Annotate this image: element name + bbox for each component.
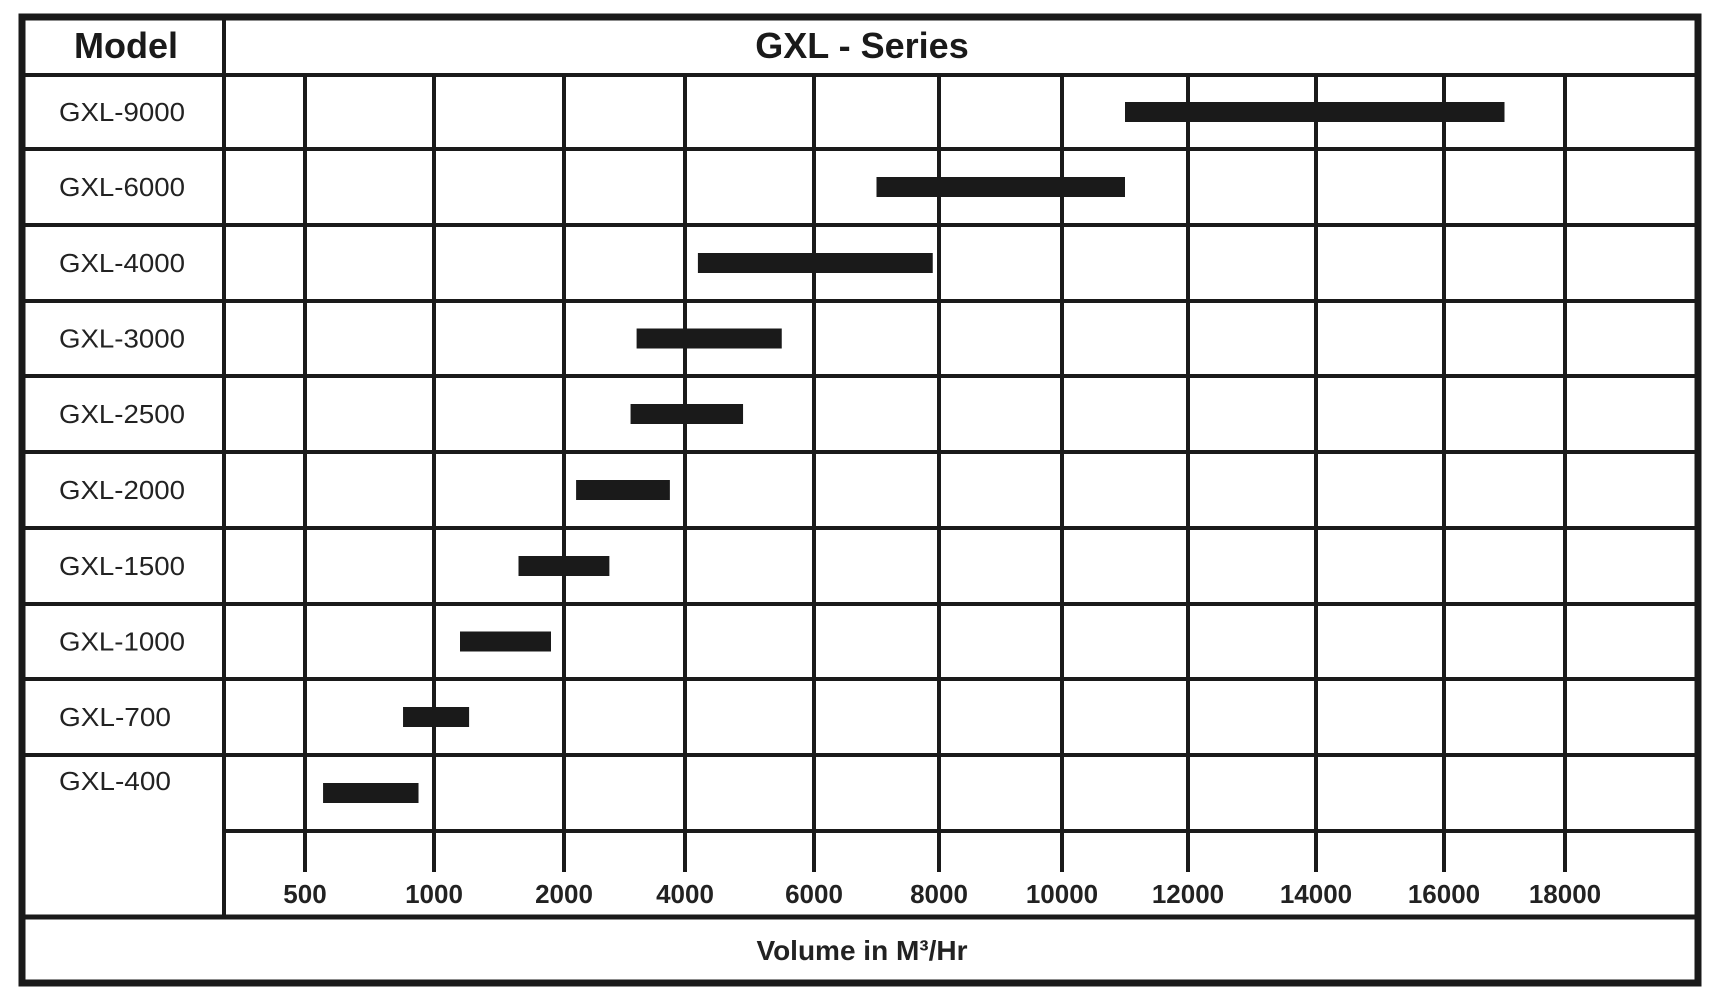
model-label: GXL-1500 [59, 551, 185, 581]
x-tick-label: 500 [283, 879, 326, 909]
model-column-header: Model [74, 25, 178, 66]
model-label: GXL-4000 [59, 248, 185, 278]
x-tick-label: 8000 [910, 879, 968, 909]
model-label: GXL-2000 [59, 475, 185, 505]
x-tick-label: 4000 [656, 879, 714, 909]
grid [22, 73, 1698, 872]
range-bar-gxl-2500 [630, 404, 744, 424]
table-frame [18, 13, 1702, 987]
model-label: GXL-1000 [59, 627, 185, 657]
range-bar-gxl-3000 [636, 328, 782, 349]
range-bar-gxl-9000 [1125, 102, 1505, 122]
x-tick-label: 2000 [535, 879, 593, 909]
x-tick-label: 14000 [1280, 879, 1352, 909]
model-label: GXL-2500 [59, 399, 185, 429]
range-bar-gxl-700 [403, 707, 470, 727]
x-tick-label: 12000 [1152, 879, 1224, 909]
model-labels: GXL-9000 GXL-6000 GXL-4000 GXL-3000 GXL-2500… [59, 97, 185, 796]
x-tick-labels: 500 1000 2000 4000 6000 8000 10000 12000 14000 16… [283, 879, 1601, 909]
model-label: GXL-6000 [59, 172, 185, 202]
range-bar-gxl-400 [323, 783, 419, 803]
model-label: GXL-700 [59, 702, 171, 732]
bars [323, 102, 1505, 803]
x-tick-label: 18000 [1529, 879, 1601, 909]
range-bar-gxl-6000 [876, 177, 1125, 197]
model-label: GXL-9000 [59, 97, 185, 127]
range-bar-gxl-4000 [697, 253, 933, 273]
range-bar-gxl-1500 [518, 556, 610, 576]
model-label: GXL-400 [59, 766, 171, 796]
range-bar-gxl-2000 [576, 480, 670, 500]
x-tick-label: 16000 [1408, 879, 1480, 909]
x-tick-label: 1000 [405, 879, 463, 909]
chart-title: GXL - Series [755, 25, 968, 66]
x-tick-label: 6000 [785, 879, 843, 909]
outer-border [18, 13, 1702, 987]
range-bar-gxl-1000 [460, 631, 551, 652]
x-axis-label: Volume in M³/Hr [756, 935, 967, 966]
x-tick-label: 10000 [1026, 879, 1098, 909]
model-label: GXL-3000 [59, 324, 185, 354]
